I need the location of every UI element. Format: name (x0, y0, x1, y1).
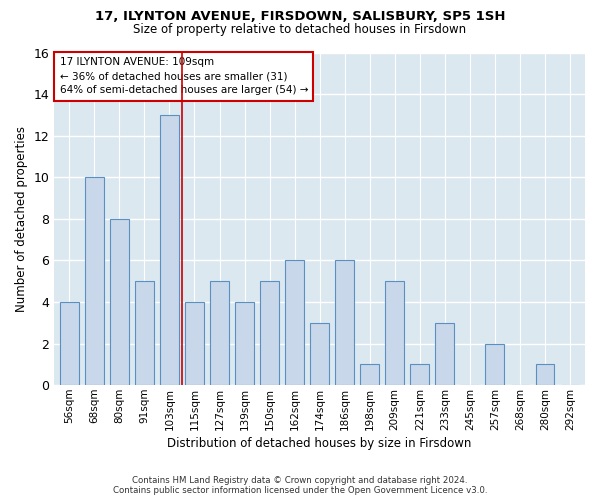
Bar (536, 364, 554, 385)
Bar (210, 281, 229, 385)
Bar (310, 323, 329, 385)
X-axis label: Distribution of detached houses by size in Firsdown: Distribution of detached houses by size … (167, 437, 472, 450)
Bar (285, 260, 304, 385)
Bar (135, 281, 154, 385)
Bar (385, 281, 404, 385)
Text: Contains HM Land Registry data © Crown copyright and database right 2024.
Contai: Contains HM Land Registry data © Crown c… (113, 476, 487, 495)
Bar (335, 260, 354, 385)
Bar (160, 115, 179, 385)
Bar (110, 219, 129, 385)
Bar (410, 364, 429, 385)
Text: 17 ILYNTON AVENUE: 109sqm
← 36% of detached houses are smaller (31)
64% of semi-: 17 ILYNTON AVENUE: 109sqm ← 36% of detac… (59, 58, 308, 96)
Bar (485, 344, 504, 385)
Y-axis label: Number of detached properties: Number of detached properties (15, 126, 28, 312)
Text: Size of property relative to detached houses in Firsdown: Size of property relative to detached ho… (133, 22, 467, 36)
Text: 17, ILYNTON AVENUE, FIRSDOWN, SALISBURY, SP5 1SH: 17, ILYNTON AVENUE, FIRSDOWN, SALISBURY,… (95, 10, 505, 23)
Bar (361, 364, 379, 385)
Bar (260, 281, 279, 385)
Bar (60, 302, 79, 385)
Bar (85, 177, 104, 385)
Bar (436, 323, 454, 385)
Bar (185, 302, 204, 385)
Bar (235, 302, 254, 385)
